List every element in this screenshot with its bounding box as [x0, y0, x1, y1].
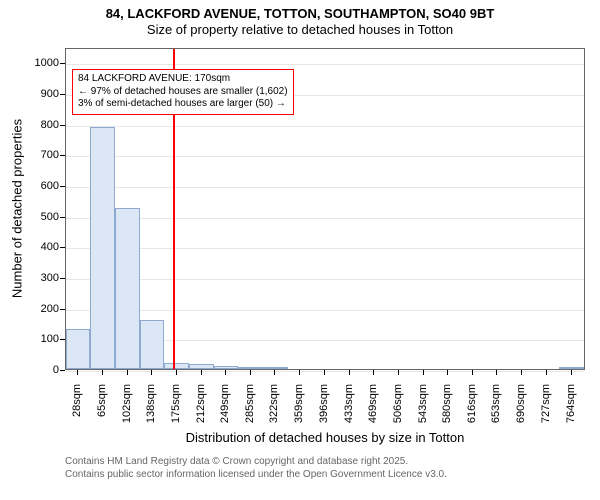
ytick-label: 700	[25, 149, 59, 161]
xtick-label: 396sqm	[318, 384, 330, 434]
histogram-bar	[263, 367, 288, 369]
y-axis-label: Number of detached properties	[10, 99, 25, 319]
xtick-mark	[77, 370, 78, 375]
annotation-line3: 3% of semi-detached houses are larger (5…	[78, 98, 288, 111]
ytick-label: 1000	[25, 57, 59, 69]
xtick-mark	[176, 370, 177, 375]
xtick-mark	[299, 370, 300, 375]
xtick-label: 65sqm	[96, 384, 108, 434]
histogram-bar	[189, 364, 214, 369]
ytick-label: 500	[25, 211, 59, 223]
annotation-box: 84 LACKFORD AVENUE: 170sqm← 97% of detac…	[72, 69, 294, 115]
xtick-label: 102sqm	[121, 384, 133, 434]
histogram-bar	[140, 320, 164, 369]
gridline	[66, 310, 584, 311]
footer-line1: Contains HM Land Registry data © Crown c…	[65, 456, 447, 469]
gridline	[66, 156, 584, 157]
ytick-mark	[60, 155, 65, 156]
ytick-label: 400	[25, 241, 59, 253]
ytick-label: 200	[25, 303, 59, 315]
xtick-label: 580sqm	[441, 384, 453, 434]
xtick-label: 727sqm	[540, 384, 552, 434]
xtick-mark	[102, 370, 103, 375]
ytick-mark	[60, 217, 65, 218]
xtick-label: 690sqm	[515, 384, 527, 434]
xtick-mark	[447, 370, 448, 375]
histogram-bar	[238, 367, 262, 369]
ytick-label: 600	[25, 180, 59, 192]
ytick-mark	[60, 339, 65, 340]
annotation-line2: ← 97% of detached houses are smaller (1,…	[78, 86, 288, 99]
gridline	[66, 248, 584, 249]
ytick-mark	[60, 278, 65, 279]
xtick-label: 28sqm	[71, 384, 83, 434]
ytick-mark	[60, 247, 65, 248]
xtick-label: 469sqm	[367, 384, 379, 434]
xtick-mark	[496, 370, 497, 375]
footer-line2: Contains public sector information licen…	[65, 469, 447, 482]
annotation-line1: 84 LACKFORD AVENUE: 170sqm	[78, 73, 288, 86]
ytick-mark	[60, 370, 65, 371]
chart-title-line1: 84, LACKFORD AVENUE, TOTTON, SOUTHAMPTON…	[0, 0, 600, 22]
gridline	[66, 187, 584, 188]
xtick-mark	[521, 370, 522, 375]
ytick-mark	[60, 125, 65, 126]
gridline	[66, 64, 584, 65]
plot-area: 84 LACKFORD AVENUE: 170sqm← 97% of detac…	[65, 48, 585, 370]
xtick-mark	[201, 370, 202, 375]
xtick-label: 212sqm	[195, 384, 207, 434]
xtick-mark	[373, 370, 374, 375]
ytick-label: 100	[25, 333, 59, 345]
xtick-mark	[127, 370, 128, 375]
ytick-mark	[60, 309, 65, 310]
xtick-mark	[250, 370, 251, 375]
xtick-label: 506sqm	[392, 384, 404, 434]
xtick-mark	[151, 370, 152, 375]
ytick-label: 900	[25, 88, 59, 100]
xtick-label: 433sqm	[343, 384, 355, 434]
histogram-bar	[214, 366, 238, 369]
xtick-label: 138sqm	[145, 384, 157, 434]
xtick-label: 616sqm	[466, 384, 478, 434]
gridline	[66, 371, 584, 372]
xtick-mark	[571, 370, 572, 375]
xtick-label: 653sqm	[490, 384, 502, 434]
xtick-label: 175sqm	[170, 384, 182, 434]
histogram-bar	[115, 208, 139, 369]
gridline	[66, 126, 584, 127]
xtick-mark	[423, 370, 424, 375]
ytick-label: 300	[25, 272, 59, 284]
gridline	[66, 279, 584, 280]
xtick-label: 543sqm	[417, 384, 429, 434]
ytick-mark	[60, 186, 65, 187]
xtick-label: 764sqm	[565, 384, 577, 434]
xtick-mark	[324, 370, 325, 375]
ytick-label: 800	[25, 119, 59, 131]
xtick-mark	[225, 370, 226, 375]
histogram-bar	[164, 363, 189, 369]
gridline	[66, 218, 584, 219]
chart-container: { "title_line1": "84, LACKFORD AVENUE, T…	[0, 0, 600, 500]
xtick-label: 359sqm	[293, 384, 305, 434]
ytick-mark	[60, 63, 65, 64]
xtick-mark	[274, 370, 275, 375]
xtick-mark	[546, 370, 547, 375]
chart-title-line2: Size of property relative to detached ho…	[0, 22, 600, 38]
histogram-bar	[559, 367, 584, 369]
xtick-label: 322sqm	[268, 384, 280, 434]
xtick-label: 249sqm	[219, 384, 231, 434]
xtick-mark	[349, 370, 350, 375]
ytick-mark	[60, 94, 65, 95]
ytick-label: 0	[25, 364, 59, 376]
histogram-bar	[66, 329, 90, 369]
xtick-mark	[472, 370, 473, 375]
attribution-footer: Contains HM Land Registry data © Crown c…	[65, 456, 447, 481]
histogram-bar	[90, 127, 115, 369]
xtick-mark	[398, 370, 399, 375]
xtick-label: 285sqm	[244, 384, 256, 434]
